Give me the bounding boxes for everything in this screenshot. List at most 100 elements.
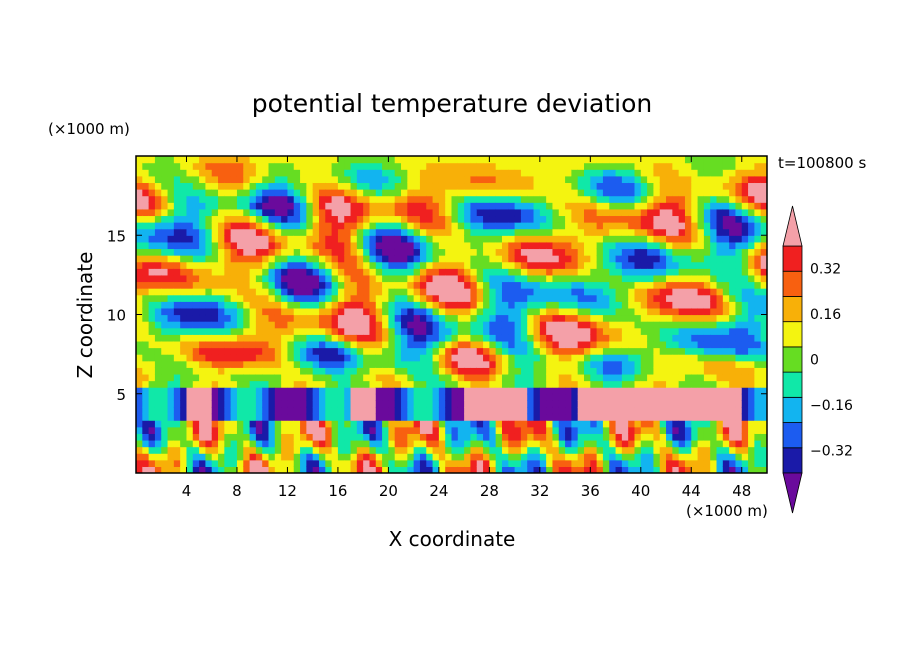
contour-cell — [211, 400, 219, 408]
contour-cell — [180, 202, 188, 210]
contour-cell — [426, 235, 434, 243]
contour-cell — [268, 169, 276, 177]
contour-cell — [281, 466, 289, 473]
contour-cell — [754, 241, 762, 250]
contour-cell — [161, 294, 169, 302]
contour-cell — [697, 189, 705, 197]
contour-cell — [136, 294, 143, 302]
contour-cell — [653, 360, 661, 368]
contour-cell — [514, 301, 522, 309]
contour-cell — [369, 406, 377, 415]
contour-cell — [628, 202, 636, 210]
contour-cell — [300, 400, 307, 408]
contour-cell — [590, 347, 598, 355]
contour-cell — [615, 235, 623, 243]
contour-cell — [464, 439, 472, 448]
contour-cell — [344, 413, 352, 421]
contour-cell — [640, 255, 648, 263]
contour-cell — [577, 195, 585, 203]
contour-cell — [236, 373, 244, 382]
contour-cell — [173, 307, 181, 316]
contour-cell — [318, 274, 326, 283]
contour-cell — [312, 189, 320, 197]
contour-cell — [287, 235, 295, 243]
contour-cell — [640, 169, 648, 177]
contour-cell — [653, 288, 661, 296]
contour-cell — [760, 294, 767, 302]
contour-cell — [565, 255, 572, 263]
contour-cell — [199, 175, 207, 184]
contour-cell — [584, 175, 591, 184]
contour-cell — [432, 420, 440, 428]
contour-cell — [647, 268, 655, 276]
contour-cell — [180, 439, 188, 448]
contour-cell — [552, 426, 560, 434]
contour-cell — [508, 261, 516, 269]
contour-cell — [501, 235, 509, 243]
contour-cell — [325, 261, 333, 269]
contour-cell — [382, 347, 389, 355]
contour-cell — [375, 281, 383, 289]
contour-cell — [483, 426, 490, 434]
contour-cell — [710, 301, 718, 309]
contour-cell — [451, 248, 459, 256]
contour-cell — [445, 162, 453, 170]
contour-cell — [508, 380, 516, 388]
contour-cell — [148, 182, 156, 190]
contour-cell — [218, 162, 225, 170]
contour-cell — [514, 195, 522, 203]
contour-cell — [325, 241, 333, 250]
contour-cell — [552, 327, 560, 335]
contour-cell — [684, 459, 692, 467]
contour-cell — [483, 314, 490, 322]
contour-cell — [546, 360, 554, 368]
contour-cell — [154, 420, 162, 428]
contour-cell — [318, 255, 326, 263]
contour-cell — [546, 189, 554, 197]
contour-cell — [142, 182, 150, 190]
contour-cell — [584, 241, 591, 250]
contour-cell — [590, 268, 598, 276]
contour-cell — [363, 307, 371, 316]
contour-cell — [697, 248, 705, 256]
contour-cell — [533, 241, 541, 250]
contour-cell — [154, 162, 162, 170]
contour-cell — [407, 215, 415, 223]
contour-cell — [659, 314, 667, 322]
contour-cell — [672, 228, 680, 236]
contour-cell — [703, 406, 711, 415]
contour-cell — [470, 380, 478, 388]
contour-cell — [691, 208, 699, 217]
contour-cell — [470, 228, 478, 236]
contour-cell — [754, 314, 762, 322]
contour-cell — [483, 281, 490, 289]
contour-cell — [350, 420, 358, 428]
contour-cell — [394, 354, 402, 362]
contour-cell — [590, 169, 598, 177]
contour-cell — [615, 202, 623, 210]
contour-cell — [501, 261, 509, 269]
contour-cell — [483, 393, 490, 401]
contour-cell — [230, 208, 238, 217]
contour-cell — [293, 406, 301, 415]
contour-cell — [703, 182, 711, 190]
contour-cell — [445, 367, 453, 375]
contour-cell — [457, 420, 465, 428]
contour-cell — [312, 373, 320, 382]
contour-cell — [596, 222, 604, 230]
contour-cell — [136, 340, 143, 349]
contour-cell — [527, 175, 535, 184]
contour-cell — [533, 182, 541, 190]
contour-cell — [590, 294, 598, 302]
contour-cell — [363, 261, 371, 269]
x-tick-label: 48 — [732, 482, 751, 500]
contour-cell — [445, 433, 453, 441]
contour-cell — [192, 327, 200, 335]
contour-cell — [186, 255, 194, 263]
contour-cell — [722, 406, 730, 415]
contour-cell — [697, 433, 705, 441]
contour-cell — [483, 433, 490, 441]
contour-cell — [186, 314, 194, 322]
contour-cell — [729, 268, 737, 276]
contour-cell — [388, 248, 396, 256]
